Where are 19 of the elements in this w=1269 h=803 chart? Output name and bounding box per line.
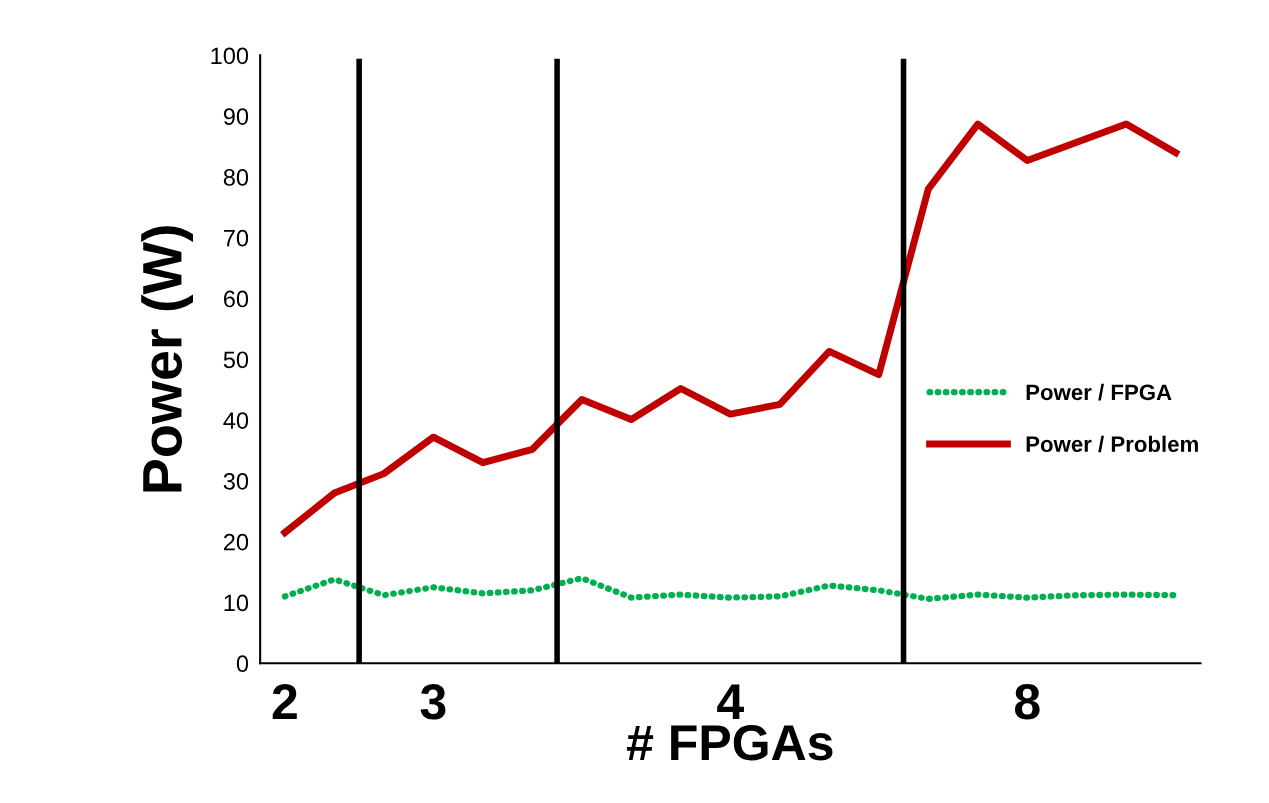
x-tick-label: 8	[1014, 684, 1040, 720]
y-tick-label: 30	[223, 472, 249, 490]
legend-label: Power / FPGA	[1026, 383, 1172, 401]
x-tick-label: 3	[420, 684, 446, 720]
y-tick-label: 70	[223, 229, 249, 247]
y-tick-label: 100	[211, 47, 249, 65]
y-tick-label: 40	[223, 412, 249, 429]
y-axis-title: Power (W)	[141, 226, 193, 492]
x-axis-title: # FPGAs	[626, 725, 833, 761]
y-tick-label: 60	[223, 290, 249, 308]
y-tick-label: 0	[236, 655, 249, 673]
legend-label: Power / Problem	[1026, 435, 1198, 453]
y-tick-label: 50	[223, 351, 249, 369]
x-tick-label: 2	[272, 684, 297, 719]
y-tick-label: 10	[224, 594, 249, 612]
y-tick-label: 90	[223, 108, 249, 125]
x-tick-label: 4	[717, 684, 744, 719]
y-tick-label: 80	[223, 169, 249, 186]
y-tick-label: 20	[223, 533, 249, 551]
